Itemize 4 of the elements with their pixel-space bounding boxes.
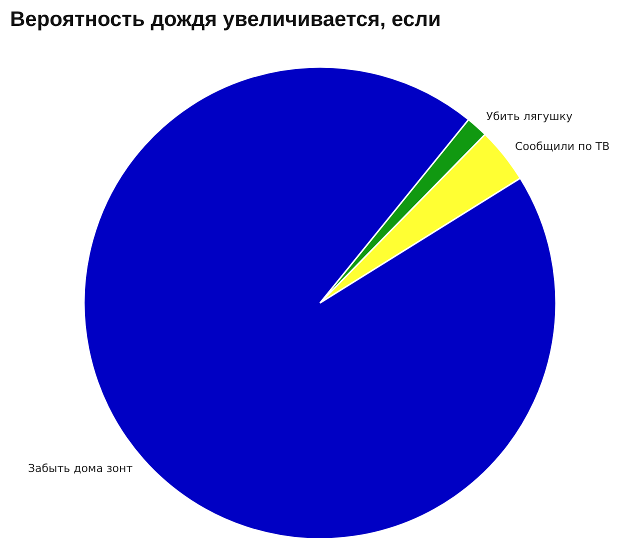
slice-label: Сообщили по ТВ <box>514 140 610 153</box>
slice-label: Убить лягушку <box>486 110 573 123</box>
slice-label: Забыть дома зонт <box>28 462 134 476</box>
chart-title: Вероятность дождя увеличивается, если <box>9 8 442 33</box>
